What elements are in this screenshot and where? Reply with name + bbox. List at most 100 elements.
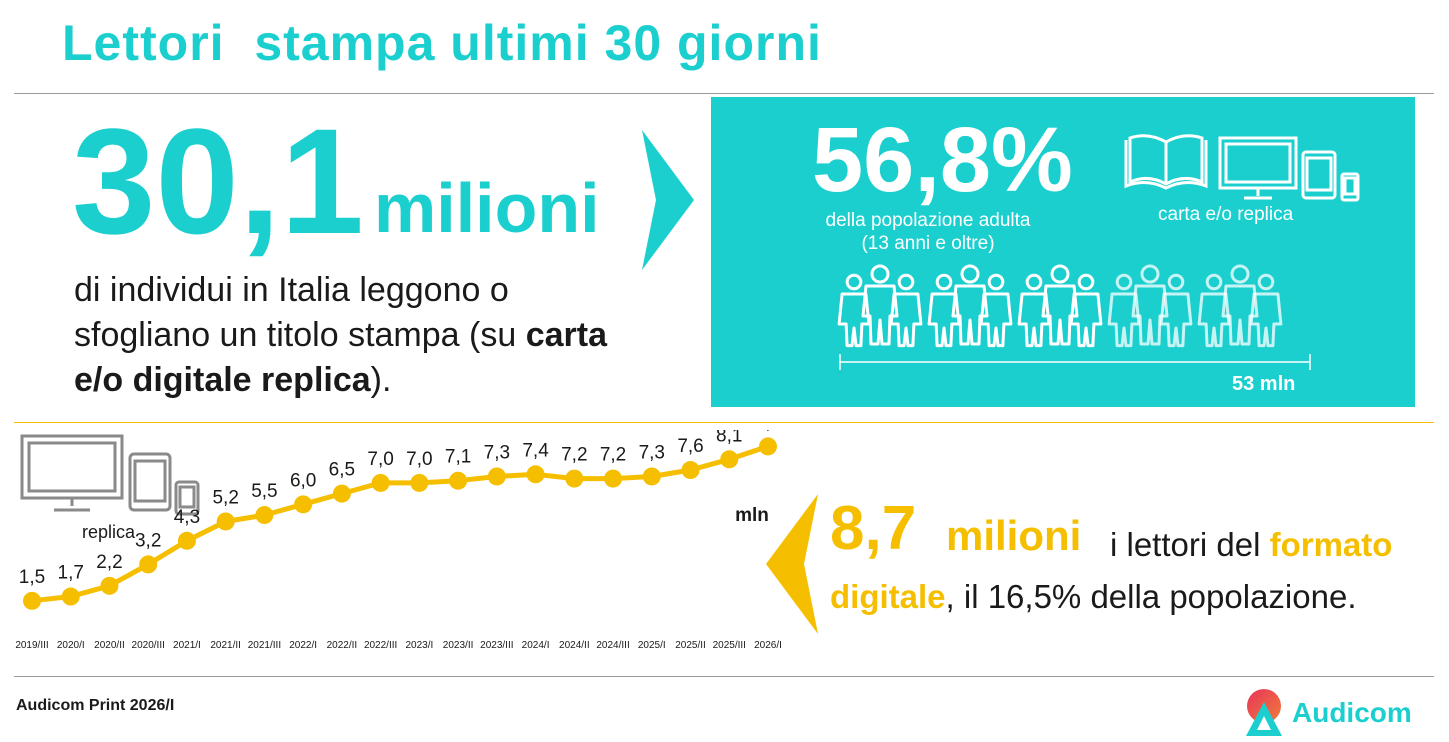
- chart-tick-label: 2020/I: [57, 640, 85, 651]
- chart-data-label: 7,3: [484, 442, 510, 463]
- chart-tick-label: 2024/I: [522, 640, 550, 651]
- book-icon: [1124, 134, 1208, 190]
- chart-tick-label: 2020/III: [132, 640, 165, 651]
- person-group-filled-icon: [927, 264, 1013, 348]
- headline-desc-plain: di individui in Italia leggono o sfoglia…: [74, 271, 526, 354]
- chart-tick-label: 2022/II: [327, 640, 358, 651]
- chart-data-label: 3,2: [135, 530, 161, 551]
- chart-data-label: 4,3: [174, 507, 200, 528]
- population-panel: [711, 97, 1415, 407]
- chart-point: [526, 465, 545, 484]
- tablet-icon: [128, 452, 172, 512]
- chart-data-label: 1,7: [58, 563, 84, 584]
- digital-unit: milioni: [946, 512, 1082, 559]
- chart-data-label: 7,3: [639, 442, 665, 463]
- person-group-filled-icon: [837, 264, 923, 348]
- tablet-icon: [1301, 150, 1337, 200]
- chart-point: [23, 591, 41, 610]
- chart-data-label: 7,2: [600, 445, 626, 466]
- chart-point: [759, 437, 777, 456]
- title-divider: [14, 93, 1434, 94]
- chart-point: [604, 469, 623, 488]
- monitor-icon: [20, 434, 124, 512]
- audicom-logo-text: Audicom: [1292, 697, 1412, 728]
- headline-number: 30,1: [72, 97, 364, 265]
- chart-tick-label: 2025/II: [675, 640, 706, 651]
- chart-tick-label: 2023/II: [443, 640, 474, 651]
- chart-point: [216, 512, 235, 531]
- chart-tick-label: 2021/II: [210, 640, 241, 651]
- chart-data-label: 7,0: [367, 449, 393, 470]
- chart-series-line: [31, 444, 769, 604]
- chart-point: [720, 450, 739, 469]
- chart-tick-label: 2024/II: [559, 640, 590, 651]
- chart-data-label: 7,2: [561, 445, 587, 466]
- chart-tick-label: 2022/III: [364, 640, 397, 651]
- population-scale-line: [839, 354, 1311, 370]
- chart-tick-label: 2020/II: [94, 640, 125, 651]
- chart-data-label: 7,0: [406, 449, 432, 470]
- chart-tick-label: 2021/III: [248, 640, 281, 651]
- chart-line-path: [31, 444, 769, 604]
- chart-point: [177, 531, 196, 550]
- chevron-left-icon: [766, 494, 818, 634]
- population-total: 53 mln: [1232, 373, 1296, 395]
- population-percent: 56,8%: [812, 109, 1073, 211]
- chart-point: [371, 473, 390, 492]
- chart-data-label: 7,1: [445, 447, 471, 468]
- chart-point: [100, 576, 119, 595]
- chart-tick-label: 2019/III: [15, 640, 48, 651]
- digital-text-part1: i lettori del: [1110, 526, 1270, 563]
- population-people-icons: [837, 264, 1311, 370]
- chart-data-label: 2,2: [96, 552, 122, 573]
- digital-number: 8,7: [830, 494, 917, 563]
- devices-icon: [1124, 134, 1360, 202]
- chart-point: [255, 506, 274, 525]
- digital-highlight2: digitale: [830, 578, 946, 615]
- chart-data-label: 8,7: [755, 430, 781, 433]
- chart-tick-label: 2025/I: [638, 640, 666, 651]
- headline-unit: milioni: [374, 169, 600, 247]
- chart-data-label: 1,5: [19, 567, 45, 588]
- chart-data-label: 6,0: [290, 470, 316, 491]
- chart-tick-label: 2025/III: [713, 640, 746, 651]
- chart-point: [681, 461, 700, 480]
- monitor-icon: [1218, 136, 1298, 200]
- chart-tick-label: 2024/III: [596, 640, 629, 651]
- chart-point: [410, 473, 429, 492]
- chart-tick-label: 2022/I: [289, 640, 317, 651]
- chart-data-label: 6,5: [329, 460, 355, 481]
- person-group-outline-icon: [1107, 264, 1193, 348]
- headline-description: di individui in Italia leggono o sfoglia…: [74, 268, 634, 403]
- chart-unit-label: mln: [735, 505, 769, 526]
- chart-point: [642, 467, 661, 486]
- chart-point: [449, 471, 468, 490]
- digital-text-line2: digitale, il 16,5% della popolazione.: [830, 578, 1356, 616]
- chart-point: [565, 469, 584, 488]
- chart-point: [487, 467, 506, 486]
- chart-tick-label: 2026/I: [754, 640, 782, 651]
- digital-highlight1: formato: [1269, 526, 1393, 563]
- phone-icon: [1340, 172, 1360, 202]
- population-label-line2: (13 anni e oltre): [861, 233, 995, 254]
- chevron-right-icon: [642, 130, 694, 270]
- chart-tick-label: 2021/I: [173, 640, 201, 651]
- digital-text-line1: i lettori del formato: [1110, 526, 1392, 564]
- population-label: della popolazione adulta (13 anni e oltr…: [812, 209, 1044, 255]
- source-label: Audicom Print 2026/I: [16, 697, 175, 714]
- chart-data-label: 7,6: [677, 436, 703, 457]
- chart-point: [139, 555, 158, 574]
- person-group-outline-icon: [1197, 264, 1283, 348]
- chart-data-label: 5,5: [251, 481, 277, 502]
- chart-data-label: 8,1: [716, 430, 742, 446]
- audicom-logo-icon: [1246, 689, 1282, 736]
- digital-text-part2: , il 16,5% della popolazione.: [945, 578, 1357, 615]
- digital-readers-chart: 1,5 1,7 2,2 3,2 4,3 5,2 5,5 6,0 6,5 7,0 7,0 7,1 7,3 7…: [15, 430, 782, 651]
- chart-tick-label: 2023/I: [405, 640, 433, 651]
- page-title: Lettori stampa ultimi 30 giorni: [62, 15, 822, 71]
- population-label-line1: della popolazione adulta: [825, 210, 1031, 231]
- phone-icon: [174, 480, 200, 516]
- section-divider: [14, 422, 1434, 423]
- chart-point: [61, 587, 80, 606]
- headline-desc-end: ).: [370, 361, 392, 399]
